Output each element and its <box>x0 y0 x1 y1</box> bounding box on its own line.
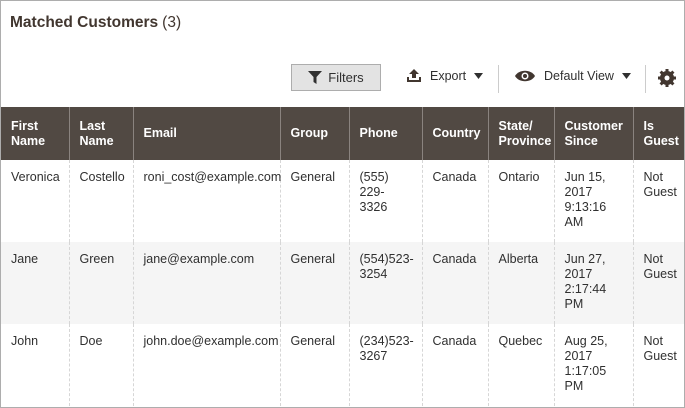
grid-cell: Not Guest <box>632 160 684 242</box>
grid-cell: Not Guest <box>632 324 684 406</box>
grid-cell: Costello <box>68 160 133 242</box>
grid-cell: Jane <box>1 242 69 324</box>
grid-cell: General <box>279 160 349 242</box>
grid-cell: Alberta <box>487 242 554 324</box>
grid-cell: Veronica <box>11 170 60 184</box>
column-header: Email <box>132 107 280 160</box>
grid-cell: roni_cost@example.com <box>132 160 281 242</box>
grid-cell: Quebec <box>487 324 554 406</box>
header-row: First Name Last Name Email Group Phone Countr… <box>1 107 684 160</box>
column-header: Group <box>279 107 349 160</box>
grid-cell: jane@example.com <box>132 242 280 324</box>
grid-body: Veronica Costello roni_cost@example.com Gen… <box>1 160 684 406</box>
grid-row: John Doe john.doe@example.com General (234)5… <box>1 324 684 406</box>
filter-icon <box>308 71 323 84</box>
grid-cell: John <box>11 334 39 348</box>
column-header: First Name <box>1 107 69 160</box>
grid-cell: (554)523-3254 <box>348 242 422 324</box>
grid-cell: General <box>279 242 349 324</box>
column-header: Is Guest <box>632 107 684 160</box>
grid-cell: Jun 15, 2017 9:13:16 AM <box>553 160 633 242</box>
grid-cell: Doe <box>68 324 133 406</box>
grid-title: Matched Customers (3) <box>10 14 181 32</box>
dropdown-arrow <box>474 73 484 79</box>
grid-cell: Canada <box>421 160 488 242</box>
grid-row: Jane Green jane@example.com General (554)523… <box>1 242 684 324</box>
grid-row: Veronica Costello roni_cost@example.com Gen… <box>1 160 684 242</box>
column-header: Last Name <box>68 107 133 160</box>
column-header: Phone <box>348 107 422 160</box>
export-button[interactable]: Export <box>406 69 484 83</box>
toolbar-separator <box>645 65 646 93</box>
settings-gear[interactable] <box>658 69 676 87</box>
customers-grid: First Name Last Name Email Group Phone Countr… <box>1 107 684 406</box>
grid-cell: Not Guest <box>632 242 684 324</box>
grid-cell: (234)523-3267 <box>348 324 422 406</box>
column-header: State/ Province <box>487 107 554 160</box>
grid-cell: Ontario <box>487 160 554 242</box>
export-label: Export <box>430 69 467 83</box>
toolbar-separator <box>498 65 499 93</box>
view-switcher[interactable]: Default View <box>514 69 631 83</box>
title-text: Matched Customers <box>10 14 159 31</box>
filters-label: Filters <box>328 70 364 85</box>
filters-button[interactable]: Filters <box>291 64 381 91</box>
record-count: (3) <box>162 14 182 31</box>
column-header: Country <box>421 107 488 160</box>
grid-cell: General <box>279 324 349 406</box>
dropdown-arrow <box>621 73 631 79</box>
grid-cell: Canada <box>421 324 488 406</box>
eye-icon <box>515 70 535 82</box>
grid-cell: Green <box>68 242 133 324</box>
grid-cell: Canada <box>421 242 488 324</box>
grid-cell: (555) 229-3326 <box>348 160 422 242</box>
view-label: Default View <box>544 69 614 83</box>
grid-cell: Jun 27, 2017 2:17:44 PM <box>553 242 633 324</box>
grid-cell: john.doe@example.com <box>132 324 280 406</box>
grid-cell: Aug 25, 2017 1:17:05 PM <box>553 324 633 406</box>
export-icon <box>407 69 421 82</box>
column-header: Customer Since <box>553 107 633 160</box>
